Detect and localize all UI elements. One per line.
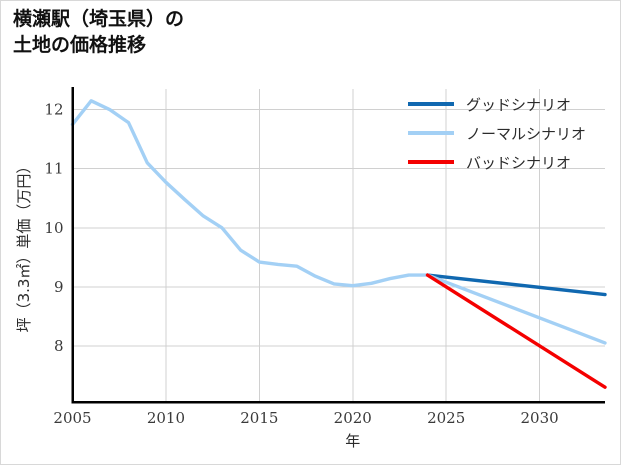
series-line-グッドシナリオ	[425, 273, 607, 297]
x-tick-label: 2010	[147, 409, 185, 427]
legend-label-ノーマルシナリオ: ノーマルシナリオ	[466, 125, 586, 143]
axis-titles-layer: 坪（3.3㎡）単価（万円） 年	[15, 159, 360, 450]
legend-label-バッドシナリオ: バッドシナリオ	[466, 154, 571, 172]
x-tick-label: 2025	[427, 409, 465, 427]
page-title: 横瀬駅（埼玉県）の 土地の価格推移	[13, 9, 185, 56]
y-tick-label: 9	[54, 278, 64, 296]
x-axis-title: 年	[345, 432, 360, 450]
series-layer	[70, 99, 607, 389]
series-line-バッドシナリオ	[425, 273, 607, 389]
series-line-ノーマルシナリオ	[70, 99, 607, 345]
y-tick-label: 11	[44, 160, 63, 178]
x-tick-label: 2015	[240, 409, 278, 427]
x-tick-label: 2005	[53, 409, 91, 427]
gridlines	[72, 89, 605, 402]
y-tick-label: 10	[44, 219, 63, 237]
x-tick-label: 2020	[334, 409, 372, 427]
axes-layer	[71, 87, 605, 404]
y-tick-label: 8	[54, 337, 64, 355]
y-tick-label: 12	[44, 101, 63, 119]
legend-label-グッドシナリオ: グッドシナリオ	[466, 96, 571, 114]
y-axis-title: 坪（3.3㎡）単価（万円）	[15, 159, 33, 333]
x-tick-label: 2030	[521, 409, 559, 427]
tick-labels-layer: 8 9 10 11 12 2005 2010 2015 2020 2025 2030	[44, 101, 558, 427]
